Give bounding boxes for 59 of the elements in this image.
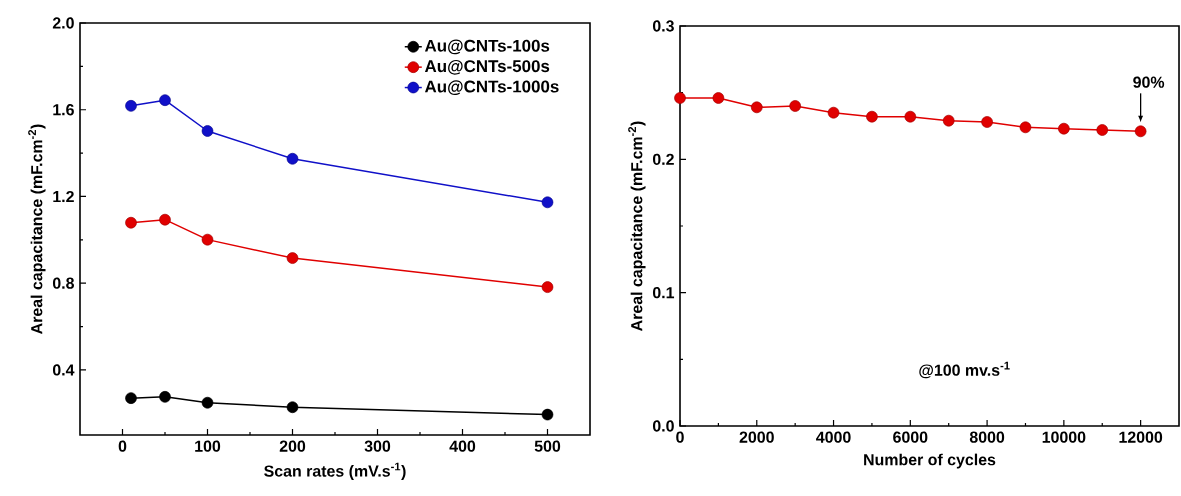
y-tick-label: 1.6: [53, 104, 74, 116]
point: [286, 252, 299, 264]
point: [125, 100, 137, 112]
y-tick-label: 2.0: [52, 17, 74, 29]
y-tick-label: 0.4: [52, 364, 75, 376]
y-tick-label: 0.2: [652, 153, 674, 165]
point: [159, 94, 171, 106]
point: [201, 233, 214, 246]
point: [286, 152, 299, 165]
point: [125, 216, 137, 229]
y-tick-label: 0.8: [52, 277, 74, 289]
point: [942, 114, 955, 127]
x-tick-label: 8000: [969, 431, 1005, 443]
x-axis-title: Number of cycles: [864, 453, 996, 469]
point: [201, 396, 214, 409]
x-tick-label: 0: [676, 431, 684, 443]
x-tick-label: 2000: [739, 431, 774, 443]
point: [541, 281, 554, 293]
x-tick-label: 300: [364, 440, 391, 452]
point: [1019, 121, 1032, 134]
point: [981, 116, 993, 128]
point: [712, 92, 725, 104]
x-tick-label: 12000: [1119, 431, 1163, 443]
point: [1058, 122, 1070, 135]
point: [125, 392, 137, 404]
y-axis-title: Areal capacitance (mF.cm$^{-2}$): [628, 121, 646, 331]
x-tick-label: 200: [279, 440, 306, 452]
annotation: @100 mv.s$^{-1}$: [919, 361, 1010, 379]
x-axis-title: Scan rates (mV.s$^{-1}$): [264, 462, 406, 480]
point: [904, 110, 917, 123]
y-tick-label: 0.0: [652, 420, 674, 432]
y-tick-label: 0.1: [652, 287, 675, 299]
x-tick-label: 6000: [893, 431, 928, 443]
x-tick-label: 100: [195, 440, 221, 452]
point: [286, 401, 299, 414]
point: [1134, 125, 1147, 138]
legend-label: Au@CNTs-500s: [424, 59, 550, 75]
y-tick-label: 1.2: [53, 190, 74, 203]
x-tick-label: 4000: [816, 431, 851, 443]
x-tick-label: 400: [449, 440, 476, 452]
point: [541, 196, 554, 209]
y-tick-label: 0.3: [652, 20, 674, 32]
point: [866, 110, 878, 123]
point: [750, 101, 763, 114]
legend-label: Au@CNTs-1000s: [424, 80, 559, 96]
point: [1096, 124, 1109, 136]
x-tick-label: 0: [118, 440, 127, 452]
point: [541, 408, 554, 421]
point: [827, 106, 840, 119]
point: [789, 100, 801, 112]
point: [159, 391, 171, 403]
annotation: 90%: [1133, 76, 1165, 88]
legend-label: Au@CNTs-100s: [424, 39, 550, 55]
point: [159, 213, 171, 226]
x-tick-label: 10000: [1042, 431, 1086, 443]
point: [674, 92, 686, 104]
y-axis-title: Areal capacitance (mF.cm$^{-2}$): [28, 124, 46, 334]
x-tick-label: 500: [534, 440, 561, 452]
point: [201, 125, 214, 137]
